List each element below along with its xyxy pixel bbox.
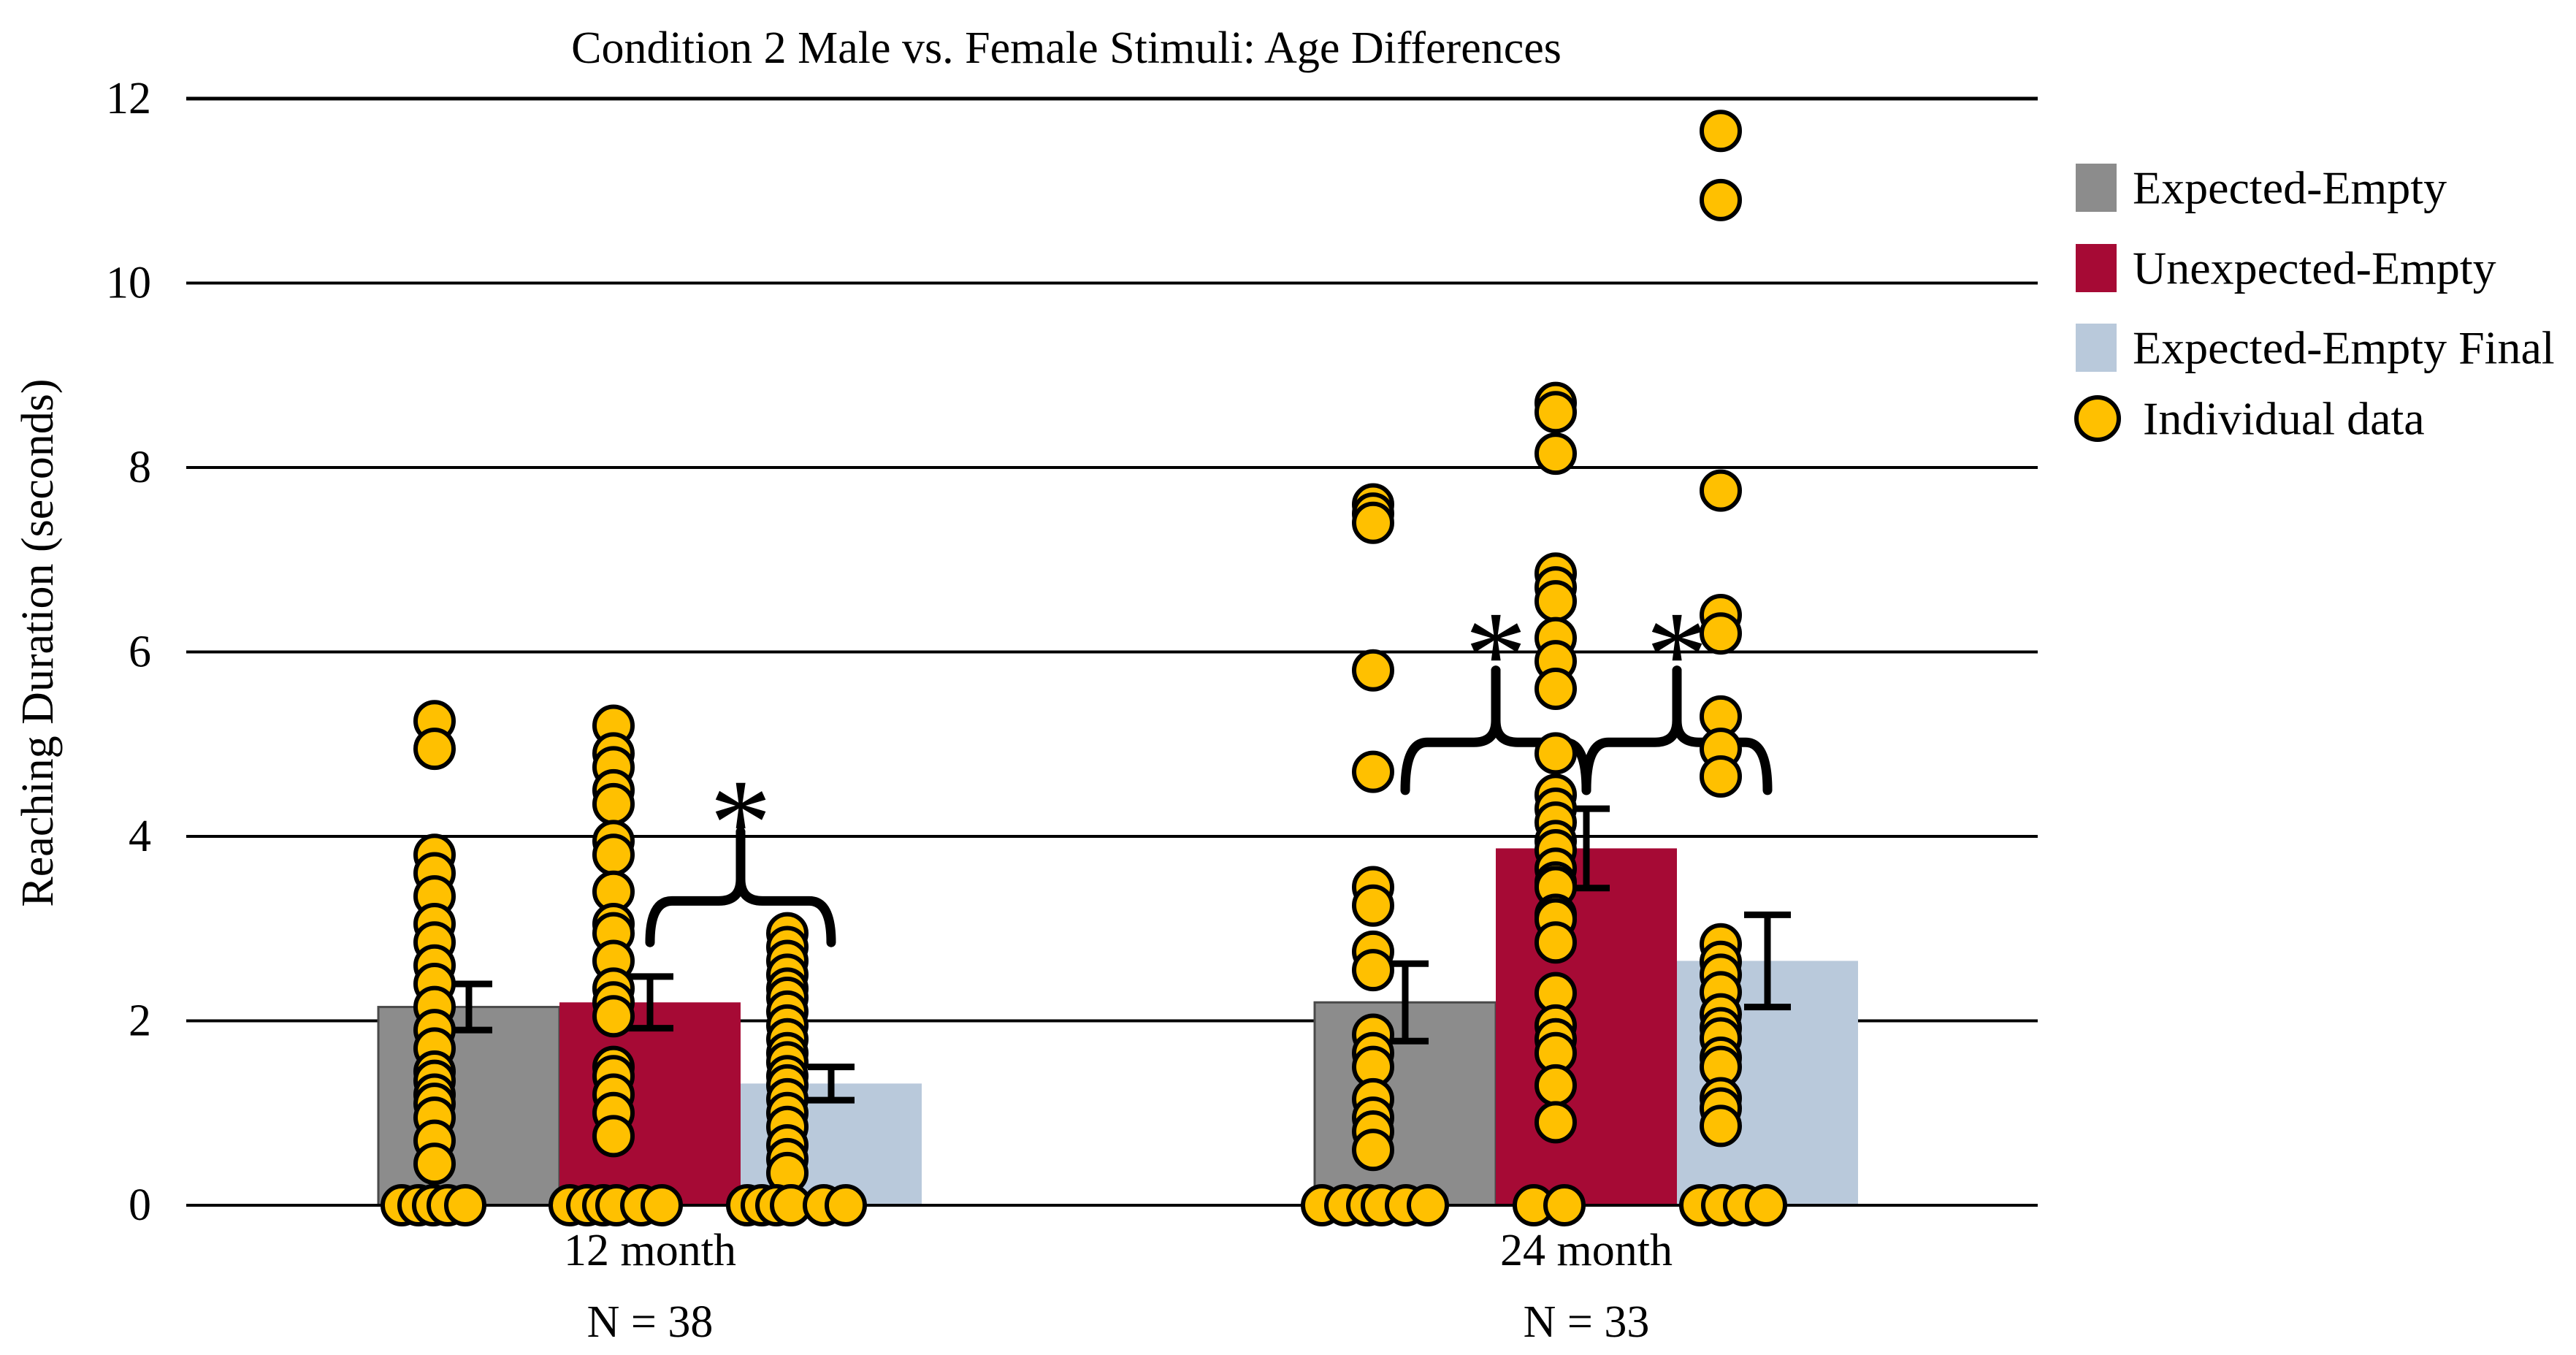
y-tick-label-4: 4: [129, 812, 151, 861]
data-point-24-month-expected-empty: [1352, 949, 1394, 992]
data-point-12-month-expected-empty-final-cluster: [726, 912, 867, 1226]
legend-label-individual-data: Individual data: [2143, 393, 2425, 445]
x-group-label-12-month: 12 month: [564, 1226, 736, 1275]
data-point-12-month-expected-empty: [413, 728, 456, 771]
data-point-24-month-unexpected-empty: [1534, 921, 1577, 964]
data-point-12-month-expected-empty-final-zero: [825, 1184, 867, 1226]
legend-label-expected-empty: Expected-Empty: [2133, 162, 2447, 214]
sig-asterisk-1: *: [710, 754, 772, 891]
legend-item-expected-empty-final: Expected-Empty Final: [2076, 322, 2555, 374]
data-point-24-month-expected-empty-final: [1700, 755, 1742, 798]
data-point-24-month-expected-empty-cluster: [1301, 483, 1449, 1226]
sig-bracket-3: *: [1581, 586, 1773, 795]
data-point-24-month-unexpected-empty: [1534, 732, 1577, 775]
data-point-24-month-expected-empty: [1352, 1129, 1394, 1172]
legend-item-individual-data: Individual data: [2074, 393, 2425, 445]
x-group-label-24-month: 24 month: [1500, 1226, 1673, 1275]
y-tick-label-6: 6: [129, 627, 151, 677]
data-point-24-month-expected-empty: [1352, 501, 1394, 544]
data-point-24-month-unexpected-empty: [1534, 668, 1577, 710]
data-point-24-month-unexpected-empty-cluster: [1513, 381, 1586, 1226]
data-point-24-month-expected-empty: [1352, 750, 1394, 793]
bar-expected-empty-12-month: [377, 1006, 561, 1207]
y-tick-label-12: 12: [106, 74, 151, 123]
individual-data-points: [381, 110, 1787, 1226]
legend-label-expected-empty-final: Expected-Empty Final: [2133, 322, 2555, 374]
data-point-24-month-unexpected-empty: [1534, 1064, 1577, 1107]
error-bar-unexpected-empty-12-month: [627, 973, 673, 1032]
data-point-12-month-expected-empty: [413, 1142, 456, 1186]
legend-swatch-expected-empty-final: [2076, 324, 2117, 372]
y-tick-label-8: 8: [129, 443, 151, 492]
data-point-12-month-unexpected-empty-zero: [641, 1184, 683, 1226]
data-point-12-month-unexpected-empty: [592, 833, 635, 877]
data-point-12-month-expected-empty-cluster: [381, 700, 486, 1226]
data-point-24-month-expected-empty: [1352, 649, 1394, 692]
y-tick-label-10: 10: [106, 259, 151, 308]
data-point-24-month-expected-empty-final-zero: [1745, 1184, 1787, 1226]
error-bar-expected-empty-final-12-month: [808, 1064, 855, 1104]
data-point-24-month-unexpected-empty-zero: [1543, 1184, 1586, 1226]
legend-item-unexpected-empty: Unexpected-Empty: [2076, 243, 2496, 294]
bar-unexpected-empty-12-month: [559, 1002, 741, 1205]
legend-item-expected-empty: Expected-Empty: [2076, 162, 2447, 214]
data-point-24-month-unexpected-empty: [1534, 391, 1577, 434]
y-tick-label-0: 0: [129, 1180, 151, 1230]
sig-asterisk-2: *: [1465, 586, 1527, 723]
significance-brackets: * * *: [645, 586, 1773, 947]
data-point-24-month-expected-empty: [1352, 884, 1394, 927]
y-axis-title: Reaching Duration (seconds): [13, 378, 63, 906]
data-point-24-month-expected-empty-final: [1700, 612, 1742, 655]
error-bar-expected-empty-final-24-month: [1744, 911, 1791, 1011]
data-point-24-month-expected-empty-final-cluster: [1679, 110, 1787, 1226]
sig-asterisk-3: *: [1646, 586, 1708, 723]
data-point-24-month-unexpected-empty: [1534, 432, 1577, 476]
x-group-n-24-month: N = 33: [1524, 1297, 1650, 1347]
y-tick-label-2: 2: [129, 996, 151, 1046]
legend-label-unexpected-empty: Unexpected-Empty: [2133, 243, 2496, 294]
data-point-12-month-unexpected-empty-cluster: [549, 704, 683, 1226]
data-point-24-month-expected-empty-zero: [1407, 1184, 1449, 1226]
data-point-24-month-unexpected-empty: [1534, 580, 1577, 623]
data-point-12-month-expected-empty-zero: [444, 1184, 486, 1226]
legend: Expected-Empty Unexpected-Empty Expected-E…: [2074, 162, 2555, 445]
sig-bracket-curve: [735, 827, 836, 947]
legend-swatch-expected-empty: [2076, 164, 2117, 212]
data-point-12-month-unexpected-empty: [592, 782, 635, 825]
data-point-24-month-expected-empty-final: [1700, 110, 1742, 153]
chart-title: Condition 2 Male vs. Female Stimuli: Age…: [571, 23, 1562, 73]
data-point-24-month-expected-empty-final: [1700, 178, 1742, 221]
sig-bracket-1: *: [645, 754, 836, 947]
data-point-24-month-unexpected-empty: [1534, 1101, 1577, 1144]
x-axis-labels: 12 month N = 38 24 month N = 33: [564, 1226, 1673, 1347]
data-point-24-month-expected-empty-final: [1700, 469, 1742, 512]
data-point-24-month-expected-empty-final: [1700, 1104, 1742, 1148]
legend-marker-individual-data: [2074, 395, 2121, 442]
data-point-12-month-unexpected-empty: [592, 1115, 635, 1158]
data-point-12-month-unexpected-empty: [592, 995, 635, 1038]
sig-bracket-curve: [1672, 665, 1773, 795]
bar-unexpected-empty-24-month: [1496, 848, 1677, 1205]
x-group-n-12-month: N = 38: [587, 1297, 714, 1347]
legend-swatch-unexpected-empty: [2076, 244, 2117, 292]
